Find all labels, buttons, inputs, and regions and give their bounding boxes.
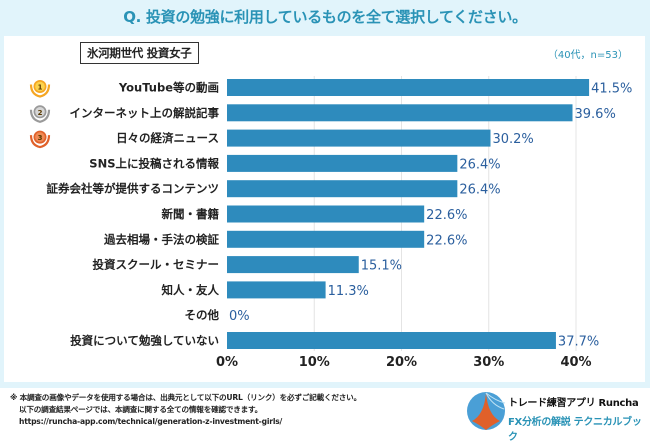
- value-label: 41.5%: [591, 82, 632, 97]
- sample-note: （40代，n=53）: [547, 50, 628, 61]
- value-labels: 41.5% 39.6% 30.2% 26.4% 26.4% 22.6% 22.6% 15.1%…: [229, 82, 632, 350]
- category-label: 証券会社等が提供するコンテンツ: [47, 182, 220, 196]
- medal-rank: 1: [38, 84, 43, 92]
- rank-medal-2-icon: 2: [29, 105, 51, 123]
- footnote-line-1: ※ 本調査の画像やデータを使用する場合は、出典元として以下のURL（リンク）を必…: [10, 393, 361, 402]
- x-tick-label: 30%: [473, 355, 504, 370]
- question-title: Q. 投資の勉強に利用しているものを全て選択してください。: [123, 8, 527, 26]
- x-tick-labels: 0% 10% 20% 30% 40%: [216, 355, 592, 370]
- x-tick-label: 10%: [299, 355, 330, 370]
- brand-name: トレード練習アプリ Runcha: [508, 398, 639, 409]
- medal-inner: [35, 132, 45, 142]
- bar: [227, 129, 491, 147]
- x-tick-label: 0%: [216, 355, 238, 370]
- value-label: 11.3%: [328, 284, 369, 299]
- laurel-icon: [29, 84, 51, 98]
- source-url-link[interactable]: https://runcha-app.com/technical/generat…: [19, 417, 283, 426]
- medal-inner: [35, 81, 45, 92]
- rank-medal-3-icon: 3: [29, 130, 51, 149]
- category-label: SNS上に投稿される情報: [89, 156, 219, 170]
- category-label: その他: [185, 308, 220, 322]
- category-label: インターネット上の解説記事: [70, 106, 220, 120]
- category-label: 日々の経済ニュース: [116, 131, 219, 145]
- segment-label: 氷河期世代 投資女子: [80, 42, 199, 64]
- value-label: 30.2%: [492, 132, 533, 147]
- value-label: 22.6%: [426, 233, 467, 248]
- x-tick-label: 40%: [560, 355, 591, 370]
- bar: [227, 332, 556, 349]
- bar: [227, 180, 458, 198]
- category-label: 過去相場・手法の検証: [103, 232, 219, 246]
- value-label: 26.4%: [459, 183, 500, 198]
- laurel-icon: [29, 109, 51, 123]
- value-label: 26.4%: [459, 157, 500, 172]
- medal-rank: 2: [38, 109, 43, 117]
- rank-medals: 1 2 3: [29, 80, 51, 149]
- footnote-line-2: 以下の調査結果ページでは、本調査に関する全ての情報を確認できます。: [19, 405, 263, 414]
- rank-medal-1-icon: 1: [29, 80, 51, 98]
- medal-rank: 3: [38, 134, 43, 142]
- bar: [227, 104, 573, 122]
- category-label: 投資について勉強していない: [70, 334, 219, 348]
- x-tick-label: 20%: [386, 355, 417, 370]
- value-label: 37.7%: [558, 335, 599, 350]
- value-label: 39.6%: [575, 107, 616, 122]
- category-label: YouTube等の動画: [118, 81, 219, 95]
- value-label: 22.6%: [426, 208, 467, 223]
- category-label: 知人・友人: [161, 283, 220, 297]
- bars: [227, 79, 590, 349]
- category-label: 投資スクール・セミナー: [93, 258, 220, 272]
- value-label: 0%: [229, 309, 250, 324]
- medal-inner: [35, 107, 45, 117]
- runcha-logo-icon: [467, 392, 506, 430]
- footnote: ※ 本調査の画像やデータを使用する場合は、出典元として以下のURL（リンク）を必…: [10, 392, 361, 428]
- bar: [227, 205, 425, 223]
- bar: [227, 281, 326, 299]
- bar: [227, 256, 359, 274]
- bar: [227, 230, 425, 248]
- value-label: 15.1%: [361, 259, 402, 274]
- bar: [227, 79, 590, 96]
- category-label: 新聞・書籍: [162, 207, 220, 221]
- bar: [227, 154, 458, 172]
- laurel-icon: [29, 135, 51, 149]
- brand-tagline: FX分析の解説 テクニカルブック: [508, 417, 642, 443]
